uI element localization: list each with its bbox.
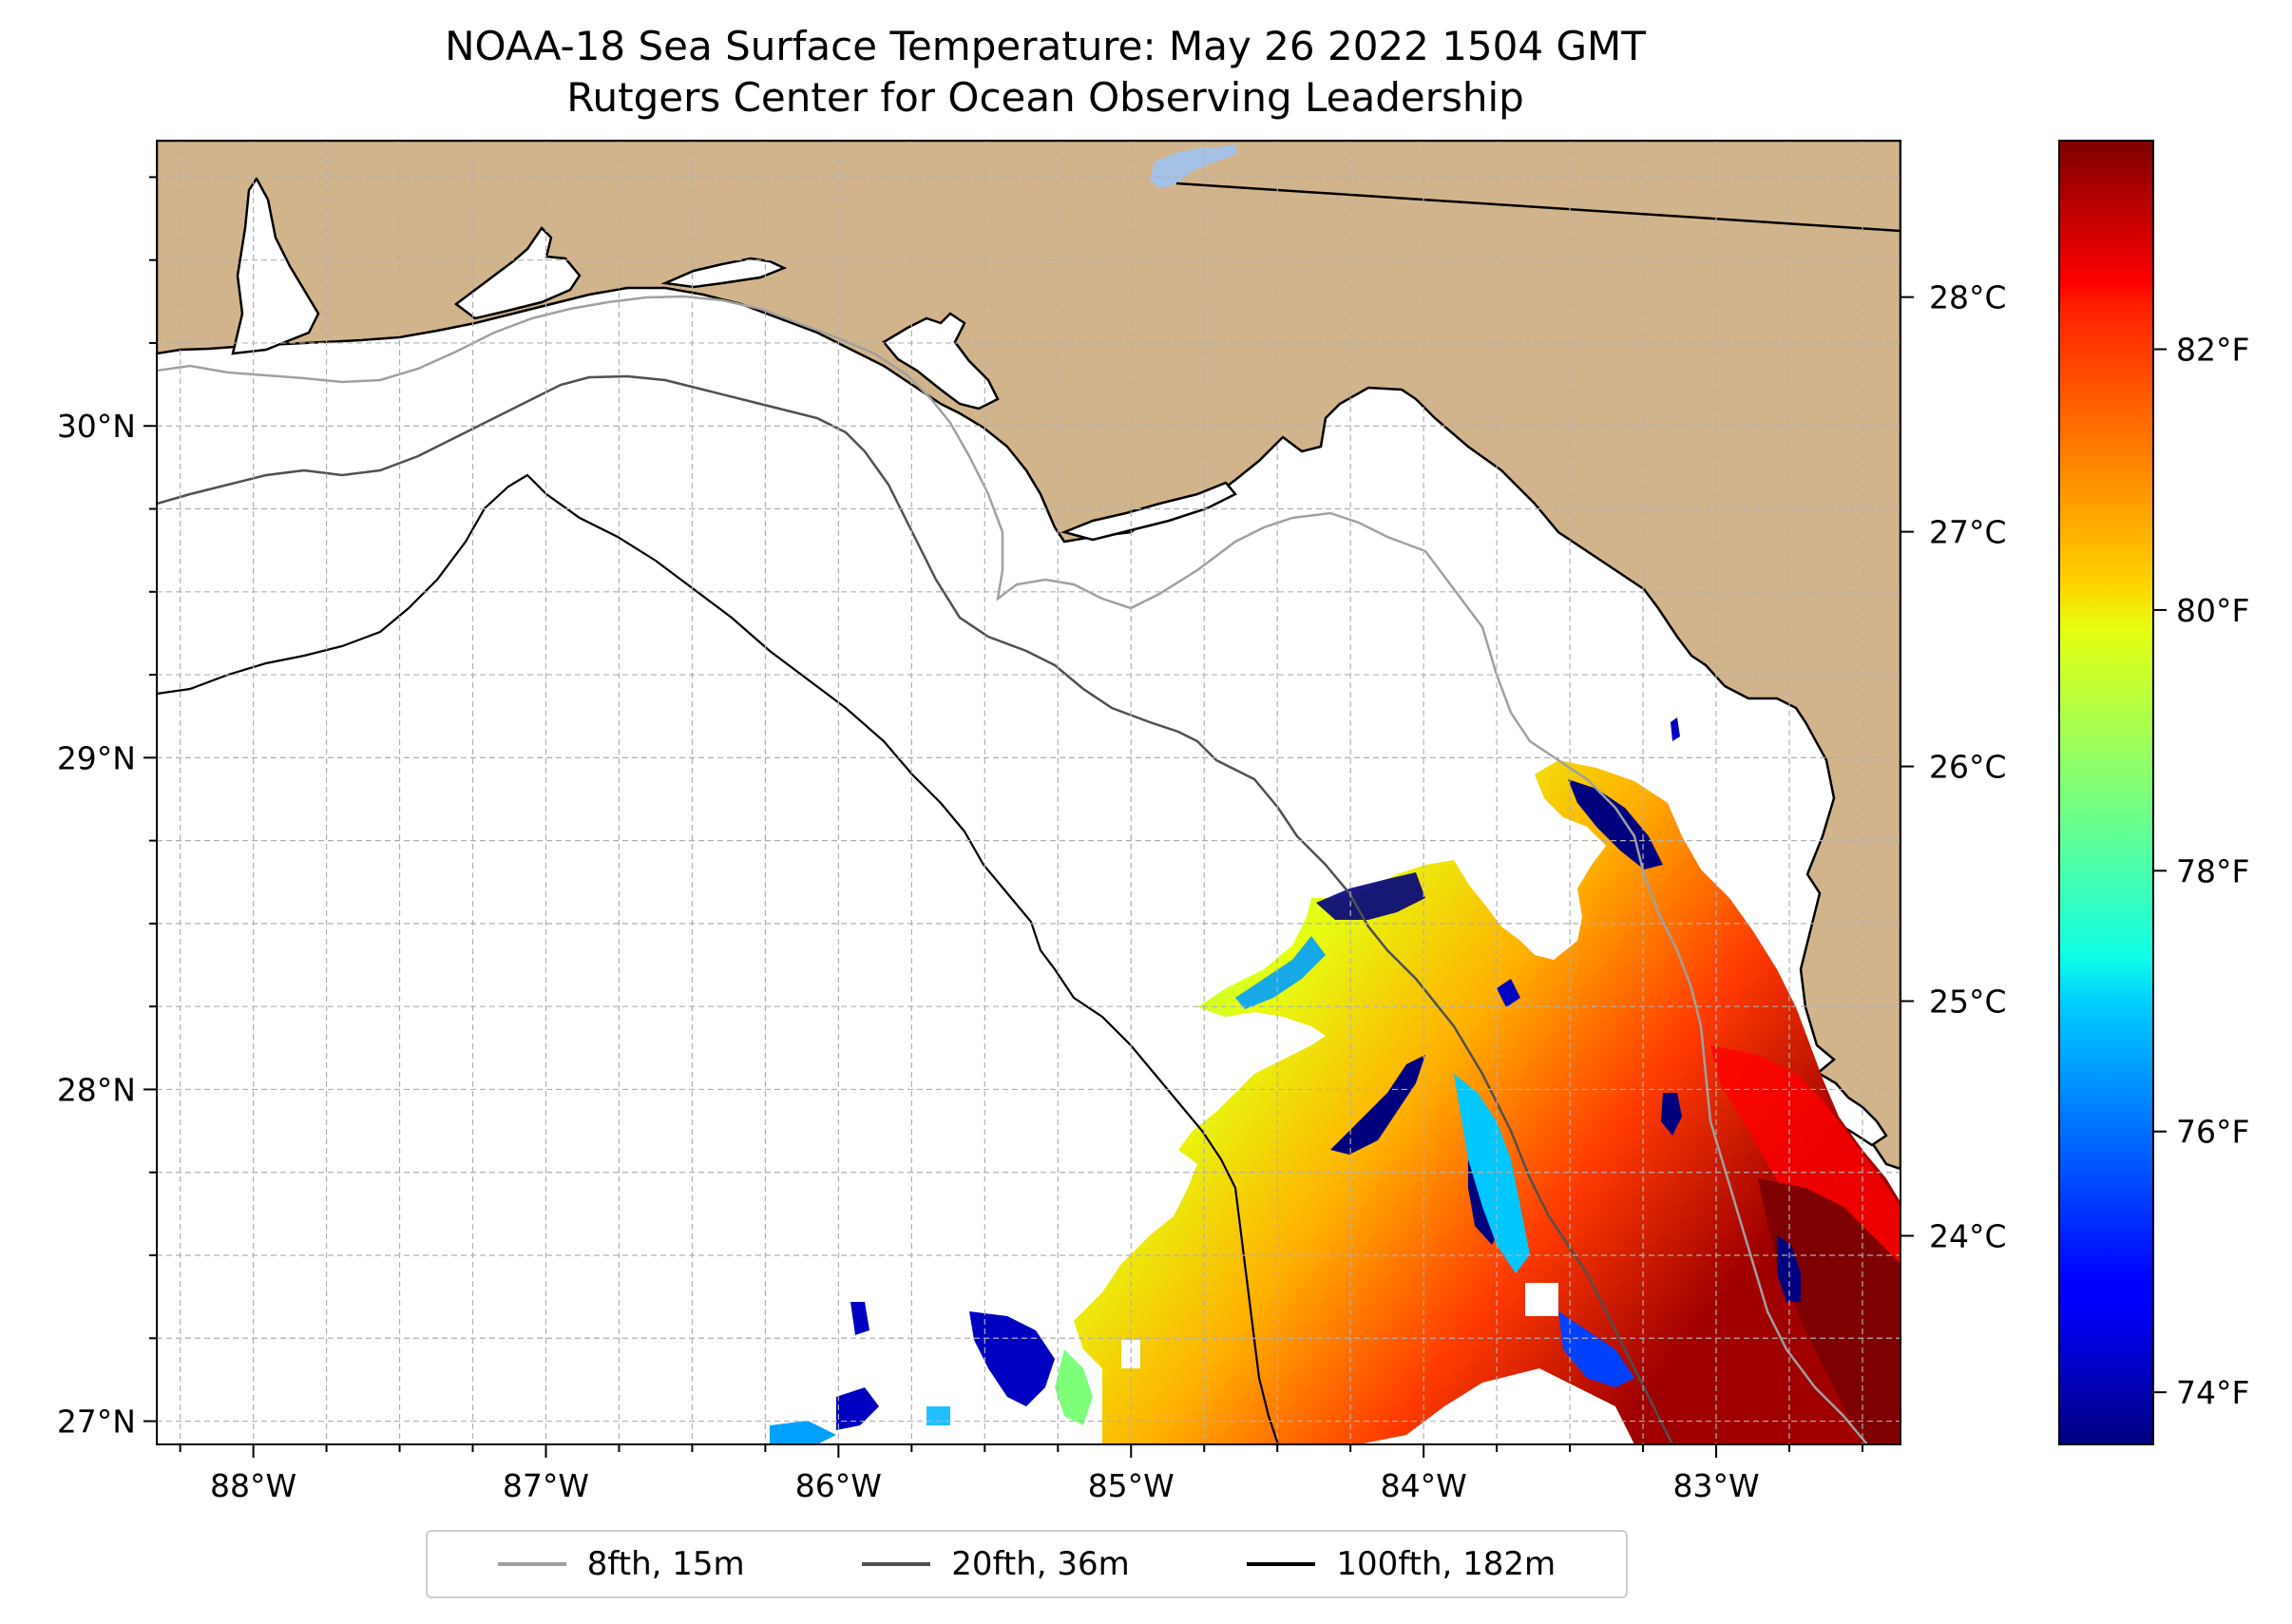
title-line-2: Rutgers Center for Ocean Observing Leade… bbox=[566, 74, 1524, 121]
legend-label-8fth: 8fth, 15m bbox=[586, 1545, 745, 1583]
st-andrew-bay bbox=[882, 312, 1000, 411]
colorbar-bar bbox=[2058, 140, 2154, 1445]
lon-tick-label: 85°W bbox=[1088, 1467, 1175, 1504]
legend-label-20fth: 20fth, 36m bbox=[951, 1545, 1130, 1583]
colorbar-f-tick-label: 80°F bbox=[2176, 592, 2249, 629]
contour-20fth bbox=[157, 374, 1674, 1444]
colorbar-f-tick-label: 78°F bbox=[2176, 852, 2249, 889]
lon-tick-label: 86°W bbox=[795, 1467, 882, 1504]
colorbar-f-tick-label: 76°F bbox=[2176, 1114, 2249, 1151]
lon-tick-label: 84°W bbox=[1381, 1467, 1467, 1504]
lon-tick-label: 87°W bbox=[503, 1467, 589, 1504]
legend-swatch-20fth bbox=[862, 1562, 931, 1566]
colorbar-f-tick-label: 74°F bbox=[2176, 1374, 2249, 1411]
contour-legend: 8fth, 15m 20fth, 36m 100fth, 182m bbox=[426, 1530, 1628, 1598]
legend-entry-8fth: 8fth, 15m bbox=[497, 1545, 745, 1583]
legend-entry-100fth: 100fth, 182m bbox=[1247, 1545, 1556, 1583]
contour-8fth bbox=[157, 295, 1868, 1444]
lat-tick-label: 30°N bbox=[57, 408, 136, 445]
colorbar-c-tick-label: 28°C bbox=[1929, 279, 2007, 316]
legend-swatch-100fth bbox=[1247, 1562, 1316, 1566]
legend-label-100fth: 100fth, 182m bbox=[1336, 1545, 1557, 1583]
lat-tick-label: 28°N bbox=[57, 1071, 136, 1108]
legend-swatch-8fth bbox=[497, 1562, 566, 1566]
lon-tick-label: 88°W bbox=[210, 1467, 296, 1504]
legend-entry-20fth: 20fth, 36m bbox=[862, 1545, 1130, 1583]
lake bbox=[1150, 144, 1237, 188]
lat-tick-label: 27°N bbox=[57, 1404, 136, 1441]
title-line-1: NOAA-18 Sea Surface Temperature: May 26 … bbox=[445, 23, 1646, 69]
state-boundary bbox=[1175, 182, 1900, 233]
map-panel bbox=[157, 141, 1900, 1444]
mobile-bay bbox=[231, 176, 320, 355]
lon-tick-label: 83°W bbox=[1672, 1467, 1759, 1504]
map-axes: 88°W 87°W 86°W 85°W 84°W 83°W 27°N 28°N 29°N 30°N bbox=[57, 176, 1863, 1504]
choctawhatchee-bay bbox=[660, 257, 788, 289]
gridlines bbox=[157, 141, 1900, 1444]
colorbar-c-tick-label: 25°C bbox=[1929, 984, 2007, 1021]
colorbar-f-tick-label: 82°F bbox=[2176, 332, 2249, 369]
sst-field bbox=[770, 717, 1900, 1444]
colorbar-c-tick-label: 27°C bbox=[1929, 514, 2007, 551]
apalachicola-bay bbox=[1060, 481, 1237, 542]
land-mass bbox=[157, 141, 1900, 1171]
colorbar-c-tick-label: 26°C bbox=[1929, 749, 2007, 786]
lat-tick-label: 29°N bbox=[57, 739, 136, 776]
colorbar-c-tick-label: 24°C bbox=[1929, 1217, 2007, 1254]
map-frame bbox=[156, 140, 1901, 1445]
colorbar-ticks: 74°F 76°F 78°F 80°F 82°F 24°C 25°C 26°C 27°C 28°C bbox=[1900, 279, 2249, 1411]
